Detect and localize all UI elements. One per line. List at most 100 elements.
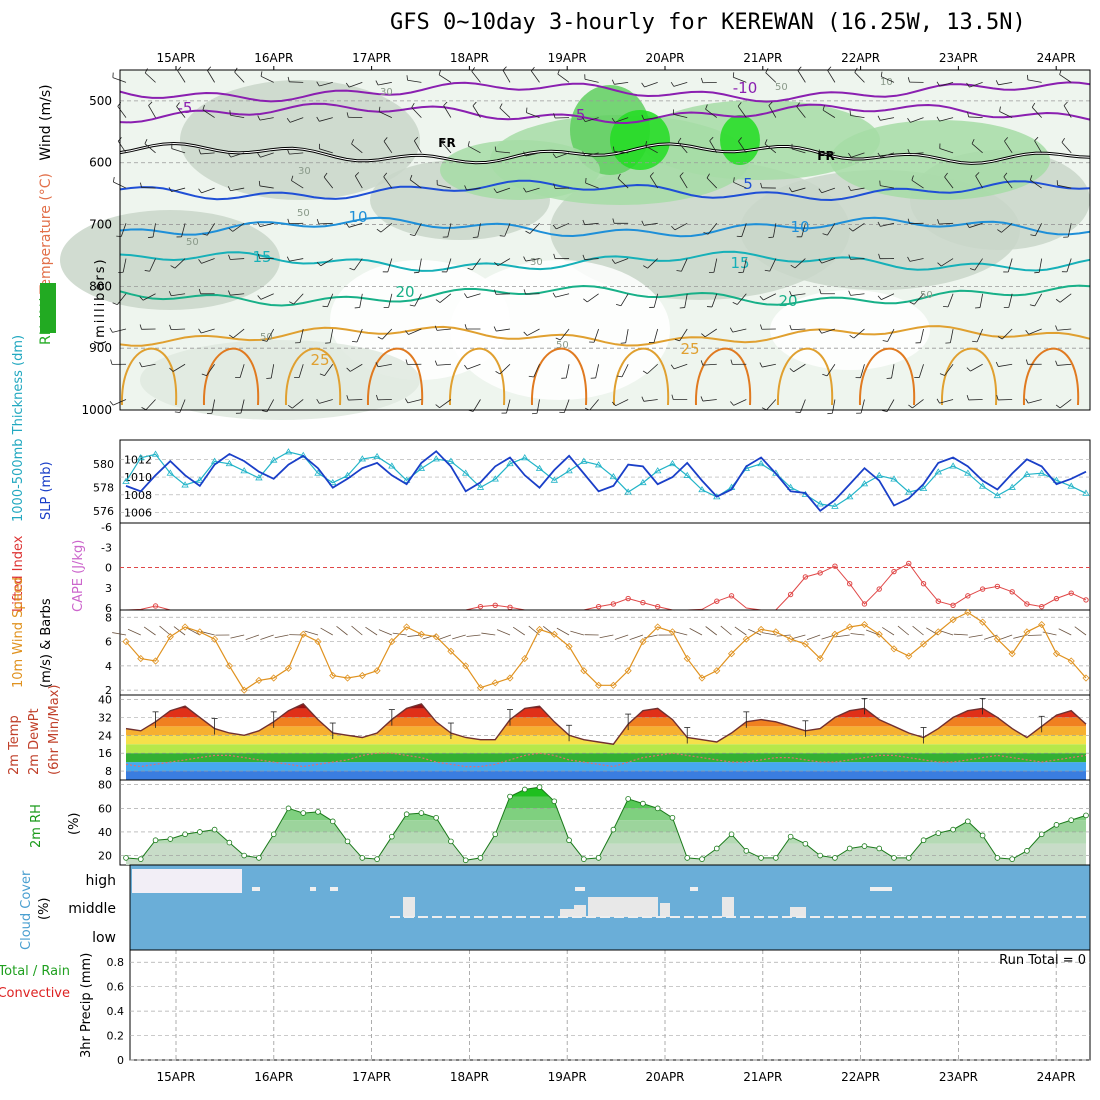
wind-barb: [293, 293, 304, 305]
wind-barb-10m: [614, 634, 629, 640]
wind-barb-flag: [316, 398, 320, 404]
thickness-point: [1082, 489, 1090, 496]
ylabel-temp: 2m DewPt: [27, 708, 42, 775]
li-point: [1068, 590, 1074, 596]
wind-barb-flag: [848, 185, 852, 191]
rh-point: [329, 818, 336, 825]
wind-barb: [319, 81, 333, 87]
wind-speed-point: [979, 618, 987, 626]
wind-barb: [1001, 223, 1013, 233]
wind-barb-flag: [849, 334, 855, 339]
cloud-mid-bar: [560, 909, 574, 917]
ytick-precip: 0.8: [107, 956, 125, 969]
cloud-mid-trace: [950, 916, 960, 918]
wind-barb: [177, 70, 186, 83]
rh-point: [935, 830, 942, 836]
wind-barb-flag: [319, 373, 325, 377]
wind-barb: [911, 179, 924, 189]
wind-barb-flag: [553, 183, 556, 189]
wind-barb-flag: [168, 291, 172, 296]
ytick-rh: 20: [98, 850, 112, 863]
wind-barb-10m: [336, 626, 348, 636]
wind-barb-flag: [700, 360, 704, 366]
wind-barb-flag: [996, 395, 999, 401]
wind-barb: [939, 117, 954, 122]
wind-barb-flag: [969, 268, 975, 271]
wind-barb-flag: [737, 102, 742, 107]
wind-barb-flag: [228, 254, 231, 260]
wind-speed-point: [772, 628, 780, 636]
wind-barb-flag: [641, 396, 645, 402]
wind-barb: [201, 258, 215, 264]
rh-point: [994, 855, 1001, 861]
wind-barb-flag: [316, 81, 320, 87]
thickness-point: [550, 476, 559, 483]
wind-barb-10m: [953, 633, 968, 636]
wind-speed-point: [949, 616, 957, 624]
wind-barb: [525, 152, 540, 157]
wind-barb-flag: [467, 267, 473, 271]
wind-speed-point: [255, 676, 263, 684]
wind-barb: [351, 143, 363, 154]
ylabel-li-text: Lifted Index: [11, 535, 26, 612]
wind-barb: [615, 399, 629, 407]
wind-barb: [555, 152, 570, 159]
wind-barb-flag: [144, 270, 150, 272]
wind-barb-10m: [159, 625, 171, 636]
thickness-point: [845, 493, 854, 500]
wind-barb-flag: [676, 270, 682, 272]
cloud-high-block: [132, 869, 242, 893]
wind-barb-flag: [110, 359, 113, 365]
wind-barb: [409, 179, 422, 189]
wind-barb-flag: [464, 364, 468, 370]
wind-barb-flag: [351, 139, 354, 145]
wind-speed-point: [329, 672, 337, 680]
li-point: [950, 602, 956, 608]
wind-barb-flag: [472, 101, 477, 107]
thickness-point: [580, 457, 588, 464]
rh-point: [625, 796, 631, 802]
wind-barb: [1004, 140, 1013, 154]
wind-barb: [794, 258, 806, 269]
wind-barb-flag: [1059, 69, 1062, 75]
wind-barb: [733, 399, 747, 406]
ylabel-upper-part: Temperature (°C): [38, 173, 54, 295]
rh-point: [1038, 831, 1045, 838]
thickness-point: [269, 456, 278, 463]
wind-barb-flag: [907, 218, 910, 224]
wind-barb: [418, 258, 422, 273]
wind-barb-flag: [552, 153, 557, 158]
wind-barb: [324, 364, 334, 376]
wind-barb-flag: [997, 336, 1003, 340]
wind-barb: [1008, 293, 1013, 308]
wind-barb: [860, 399, 865, 414]
wind-barb: [673, 363, 688, 370]
wind-barb-10m: [260, 634, 274, 640]
wind-barb-10m: [570, 630, 584, 636]
li-point: [610, 601, 617, 607]
cloud-mid-trace: [628, 916, 638, 918]
rh-point: [521, 786, 528, 793]
wind-barb: [649, 176, 659, 189]
rh-point: [743, 848, 750, 854]
ylabel-temp-text: 2m Temp: [7, 715, 22, 775]
wind-barb: [625, 328, 629, 343]
wind-barb: [584, 258, 599, 260]
wind-barb: [152, 223, 156, 238]
cloud-mid-bar: [722, 897, 734, 917]
wind-barb: [1057, 363, 1072, 366]
wind-barb-flag: [670, 81, 675, 87]
wind-barb: [643, 222, 658, 226]
wind-speed-point: [875, 630, 883, 638]
wind-barb: [968, 116, 983, 118]
wind-speed-point: [535, 625, 544, 633]
li-point: [152, 603, 159, 609]
wind-barb-flag: [877, 152, 882, 158]
cloud-mid-trace: [516, 916, 526, 918]
thickness-point: [565, 467, 573, 474]
date-label-bottom-23APR: 23APR: [939, 1070, 978, 1084]
wind-speed-point: [314, 638, 322, 646]
wind-barb: [709, 140, 718, 154]
li-point: [876, 586, 882, 592]
wind-barb-flag: [555, 337, 561, 341]
